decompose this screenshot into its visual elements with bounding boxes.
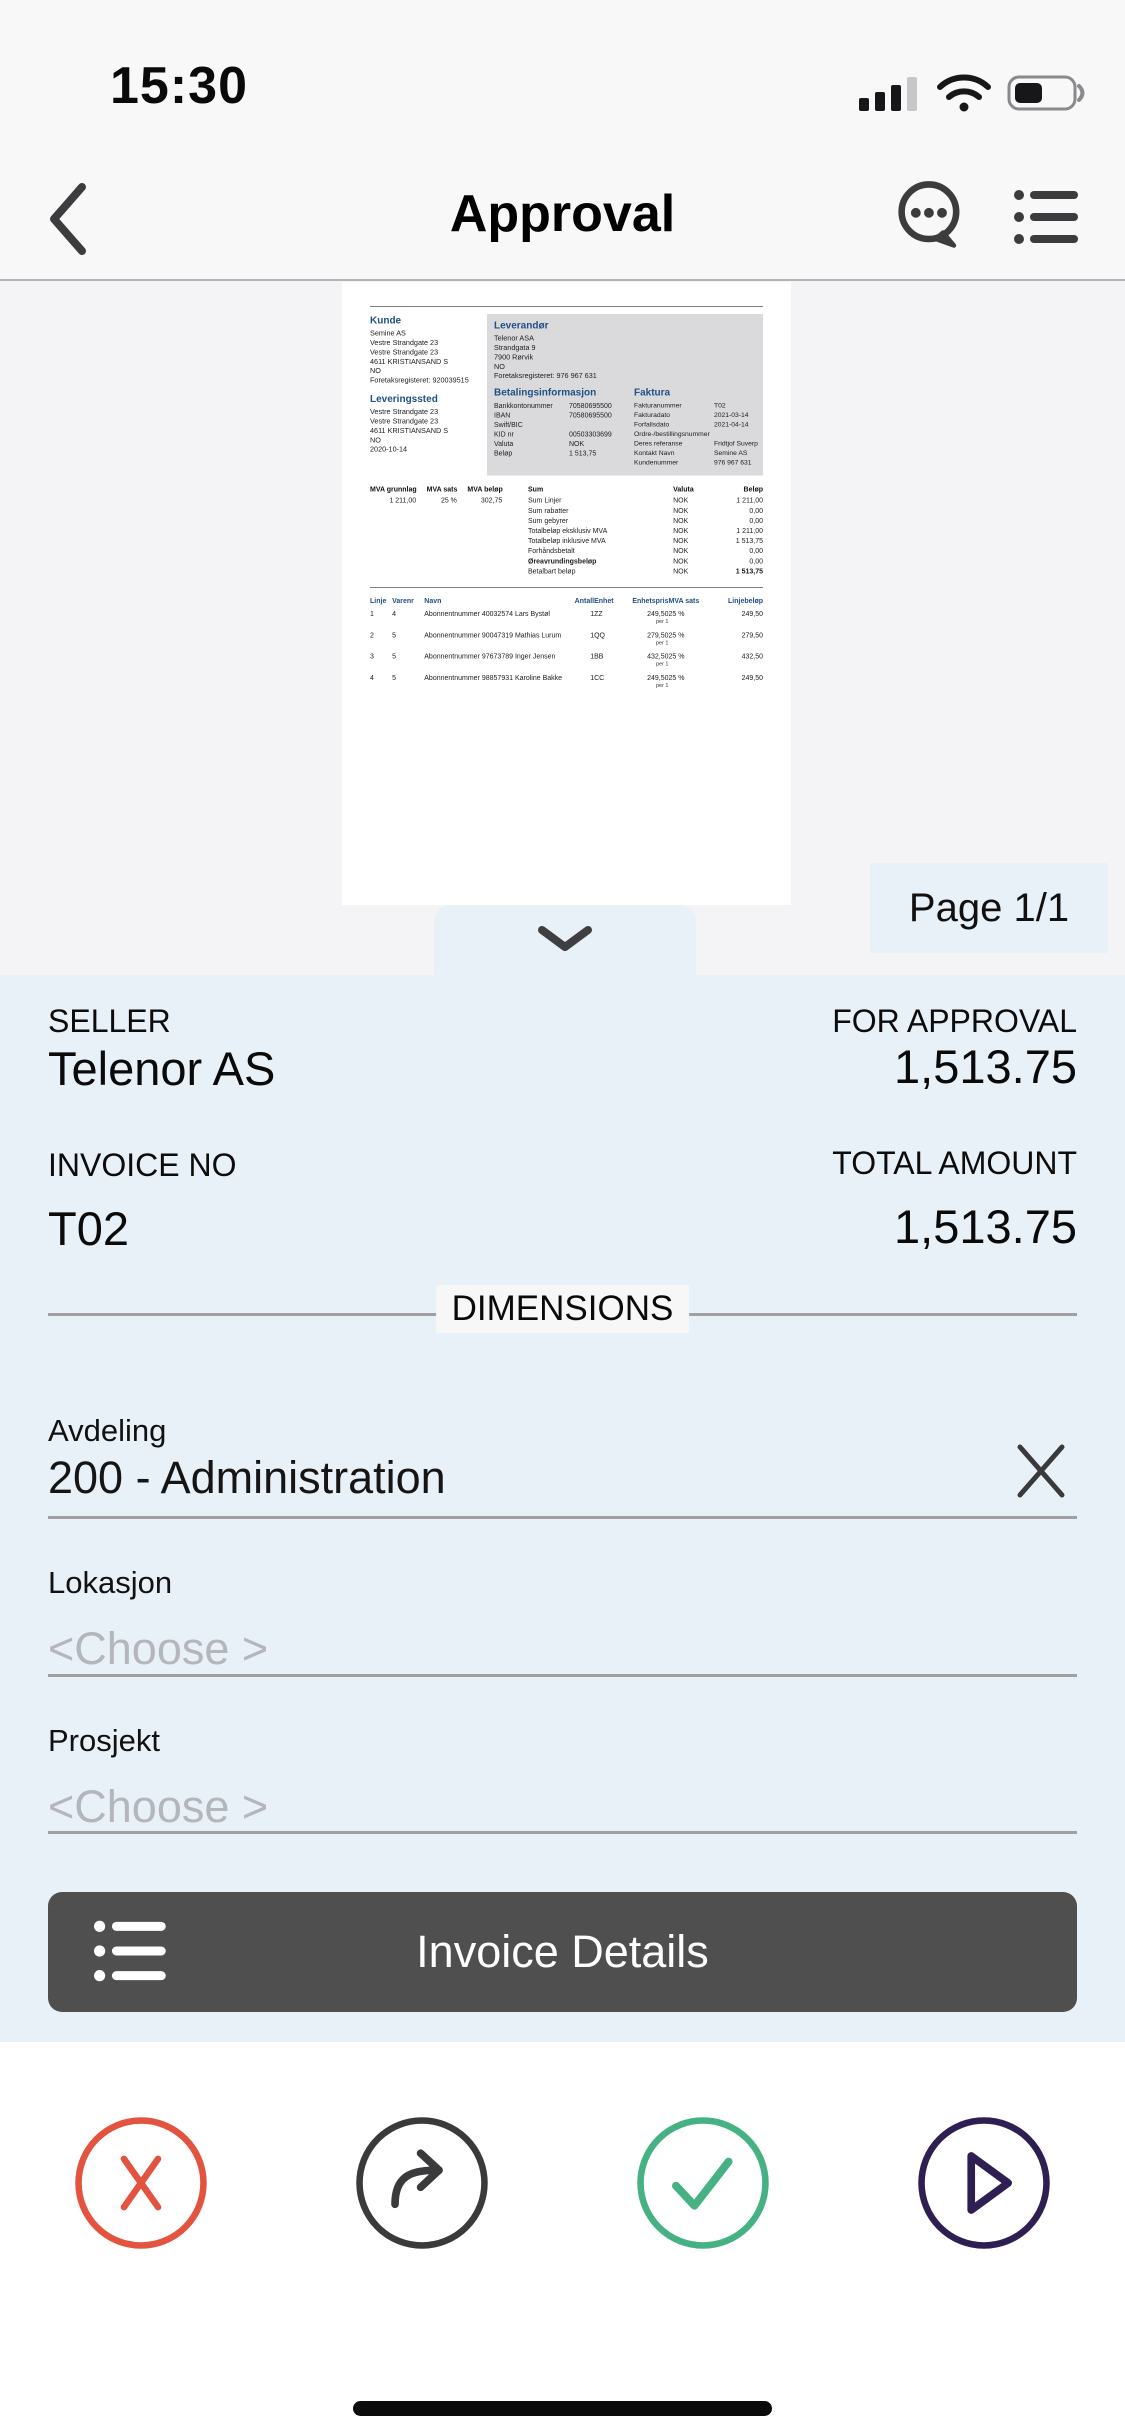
top-bar: 15:30 <box>0 0 1125 281</box>
clear-avdeling-button[interactable] <box>1005 1437 1075 1507</box>
table-row: 1 4 Abonnentnummer 40032574 Lars Bystøl … <box>370 609 763 625</box>
field-label-lokasjon: Lokasjon <box>48 1565 173 1600</box>
table-row: Beløp 1 513,75 <box>494 449 597 458</box>
field-label-prosjekt: Prosjekt <box>48 1723 160 1758</box>
table-row: 3 5 Abonnentnummer 97673789 Inger Jensen… <box>370 652 763 668</box>
seller-value: Telenor AS <box>48 1042 276 1095</box>
invoice-summary-section: SELLER Telenor AS FOR APPROVAL 1,513.75 … <box>0 975 1125 2042</box>
table-row: Linje Varenr Navn Antall Enhet Enhetspri… <box>370 596 763 605</box>
wifi-icon <box>935 72 993 119</box>
list-icon <box>1014 190 1080 250</box>
invoice-preview-area: Kunde Semine AS Vestre Strandgate 23 Ves… <box>0 281 1125 975</box>
speech-bubble-ellipsis-icon <box>894 181 966 254</box>
approve-button[interactable] <box>632 2112 774 2254</box>
dimensions-header: DIMENSIONS <box>435 1285 690 1333</box>
field-label-avdeling: Avdeling <box>48 1413 167 1448</box>
table-row: Fakturanummer T02 <box>634 401 726 410</box>
list-icon <box>94 1916 168 1989</box>
invoice-details-button[interactable]: Invoice Details <box>48 1892 1077 2012</box>
table-row: Forhåndsbetalt NOK 0,00 <box>528 546 763 555</box>
invoice-no-value: T02 <box>48 1202 129 1255</box>
field-value-lokasjon[interactable]: <Choose > <box>48 1623 269 1674</box>
field-underline <box>48 1516 1077 1519</box>
for-approval-label: FOR APPROVAL <box>832 1003 1077 1039</box>
field-underline <box>48 1674 1077 1677</box>
signal-icon <box>859 73 921 118</box>
table-row: Forfallsdato 2021-04-14 <box>634 420 749 429</box>
page-indicator: Page 1/1 <box>870 863 1108 953</box>
table-row: Bankkontonummer 70580695500 <box>494 401 612 410</box>
table-row: KID nr 00503303699 <box>494 430 612 439</box>
table-row: Ordre-/bestillingsnummer <box>634 430 710 438</box>
action-bar <box>0 2112 1125 2254</box>
supplier-block: Leverandør Telenor ASA Strandgata 9 7900… <box>487 314 763 476</box>
table-row: Kundenummer 976 967 631 <box>634 458 752 467</box>
table-row: Totalbeløp inklusive MVA NOK 1 513,75 <box>528 536 763 545</box>
divider <box>370 306 763 307</box>
table-row: Øreavrundingsbeløp NOK 0,00 <box>528 556 763 565</box>
total-amount-label: TOTAL AMOUNT <box>832 1145 1077 1181</box>
customer-block: Kunde Semine AS Vestre Strandgate 23 Ves… <box>370 315 469 454</box>
menu-button[interactable] <box>1008 186 1086 251</box>
status-time: 15:30 <box>110 57 248 115</box>
table-row: Totalbeløp eksklusiv MVA NOK 1 211,00 <box>528 526 763 535</box>
table-row: Swift/BIC <box>494 420 523 429</box>
table-row: Betalbart beløp NOK 1 513,75 <box>528 566 763 575</box>
reject-button[interactable] <box>70 2112 212 2254</box>
field-value-prosjekt[interactable]: <Choose > <box>48 1781 269 1832</box>
invoice-no-label: INVOICE NO <box>48 1147 237 1183</box>
invoice-preview-document[interactable]: Kunde Semine AS Vestre Strandgate 23 Ves… <box>342 282 791 905</box>
invoice-details-button-label: Invoice Details <box>416 1926 709 1977</box>
field-value-avdeling[interactable]: 200 - Administration <box>48 1452 446 1503</box>
status-icons <box>859 72 1091 119</box>
seller-label: SELLER <box>48 1003 171 1039</box>
comments-button[interactable] <box>888 178 972 255</box>
invoice-info-block: Faktura Fakturanummer T02 Fakturadato 2021… <box>634 387 758 467</box>
table-row: 1 211,00 25 % 302,75 <box>389 496 503 505</box>
table-row: Valuta NOK <box>494 439 585 448</box>
table-row: MVA grunnlag MVA sats MVA beløp <box>370 485 503 494</box>
table-row: Sum Valuta Beløp <box>528 485 763 494</box>
payment-info-block: Betalingsinformasjon Bankkontonummer 7058… <box>494 386 634 468</box>
for-approval-value: 1,513.75 <box>894 1040 1077 1093</box>
back-button[interactable] <box>40 176 110 264</box>
page-title: Approval <box>449 185 676 243</box>
play-circle-icon <box>913 2117 1055 2257</box>
x-circle-icon <box>70 2117 212 2257</box>
chevron-left-icon <box>46 181 90 260</box>
home-indicator[interactable] <box>353 2401 772 2416</box>
play-button[interactable] <box>913 2112 1055 2254</box>
table-row: 4 5 Abonnentnummer 98857931 Karoline Bak… <box>370 673 763 689</box>
table-row: Sum gebyrer NOK 0,00 <box>528 516 763 525</box>
divider <box>370 586 763 588</box>
total-amount-value: 1,513.75 <box>894 1200 1077 1253</box>
collapse-preview-button[interactable] <box>434 905 696 975</box>
table-row: Deres referanse Fridtjof Suverp <box>634 439 758 448</box>
table-row: IBAN 70580695500 <box>494 411 612 420</box>
totals-table: Sum Valuta Beløp Sum Linjer NOK 1 211,00 S… <box>528 485 763 576</box>
invoice-lines-table: Linje Varenr Navn Antall Enhet Enhetspri… <box>370 596 763 694</box>
battery-icon <box>1007 73 1091 118</box>
table-row: 2 5 Abonnentnummer 90047319 Mathias Luru… <box>370 630 763 646</box>
field-underline <box>48 1831 1077 1834</box>
forward-button[interactable] <box>351 2112 493 2254</box>
arrow-forward-circle-icon <box>351 2117 493 2257</box>
table-row: Kontakt Navn Semine AS <box>634 449 748 457</box>
table-row: Sum rabatter NOK 0,00 <box>528 506 763 515</box>
vat-summary-table: MVA grunnlag MVA sats MVA beløp 1 211,00… <box>370 485 503 506</box>
table-row: Fakturadato 2021-03-14 <box>634 411 749 419</box>
chevron-down-icon <box>536 924 594 957</box>
clear-x-icon <box>1011 1444 1071 1504</box>
table-row: Sum Linjer NOK 1 211,00 <box>528 496 763 505</box>
check-circle-icon <box>632 2117 774 2257</box>
